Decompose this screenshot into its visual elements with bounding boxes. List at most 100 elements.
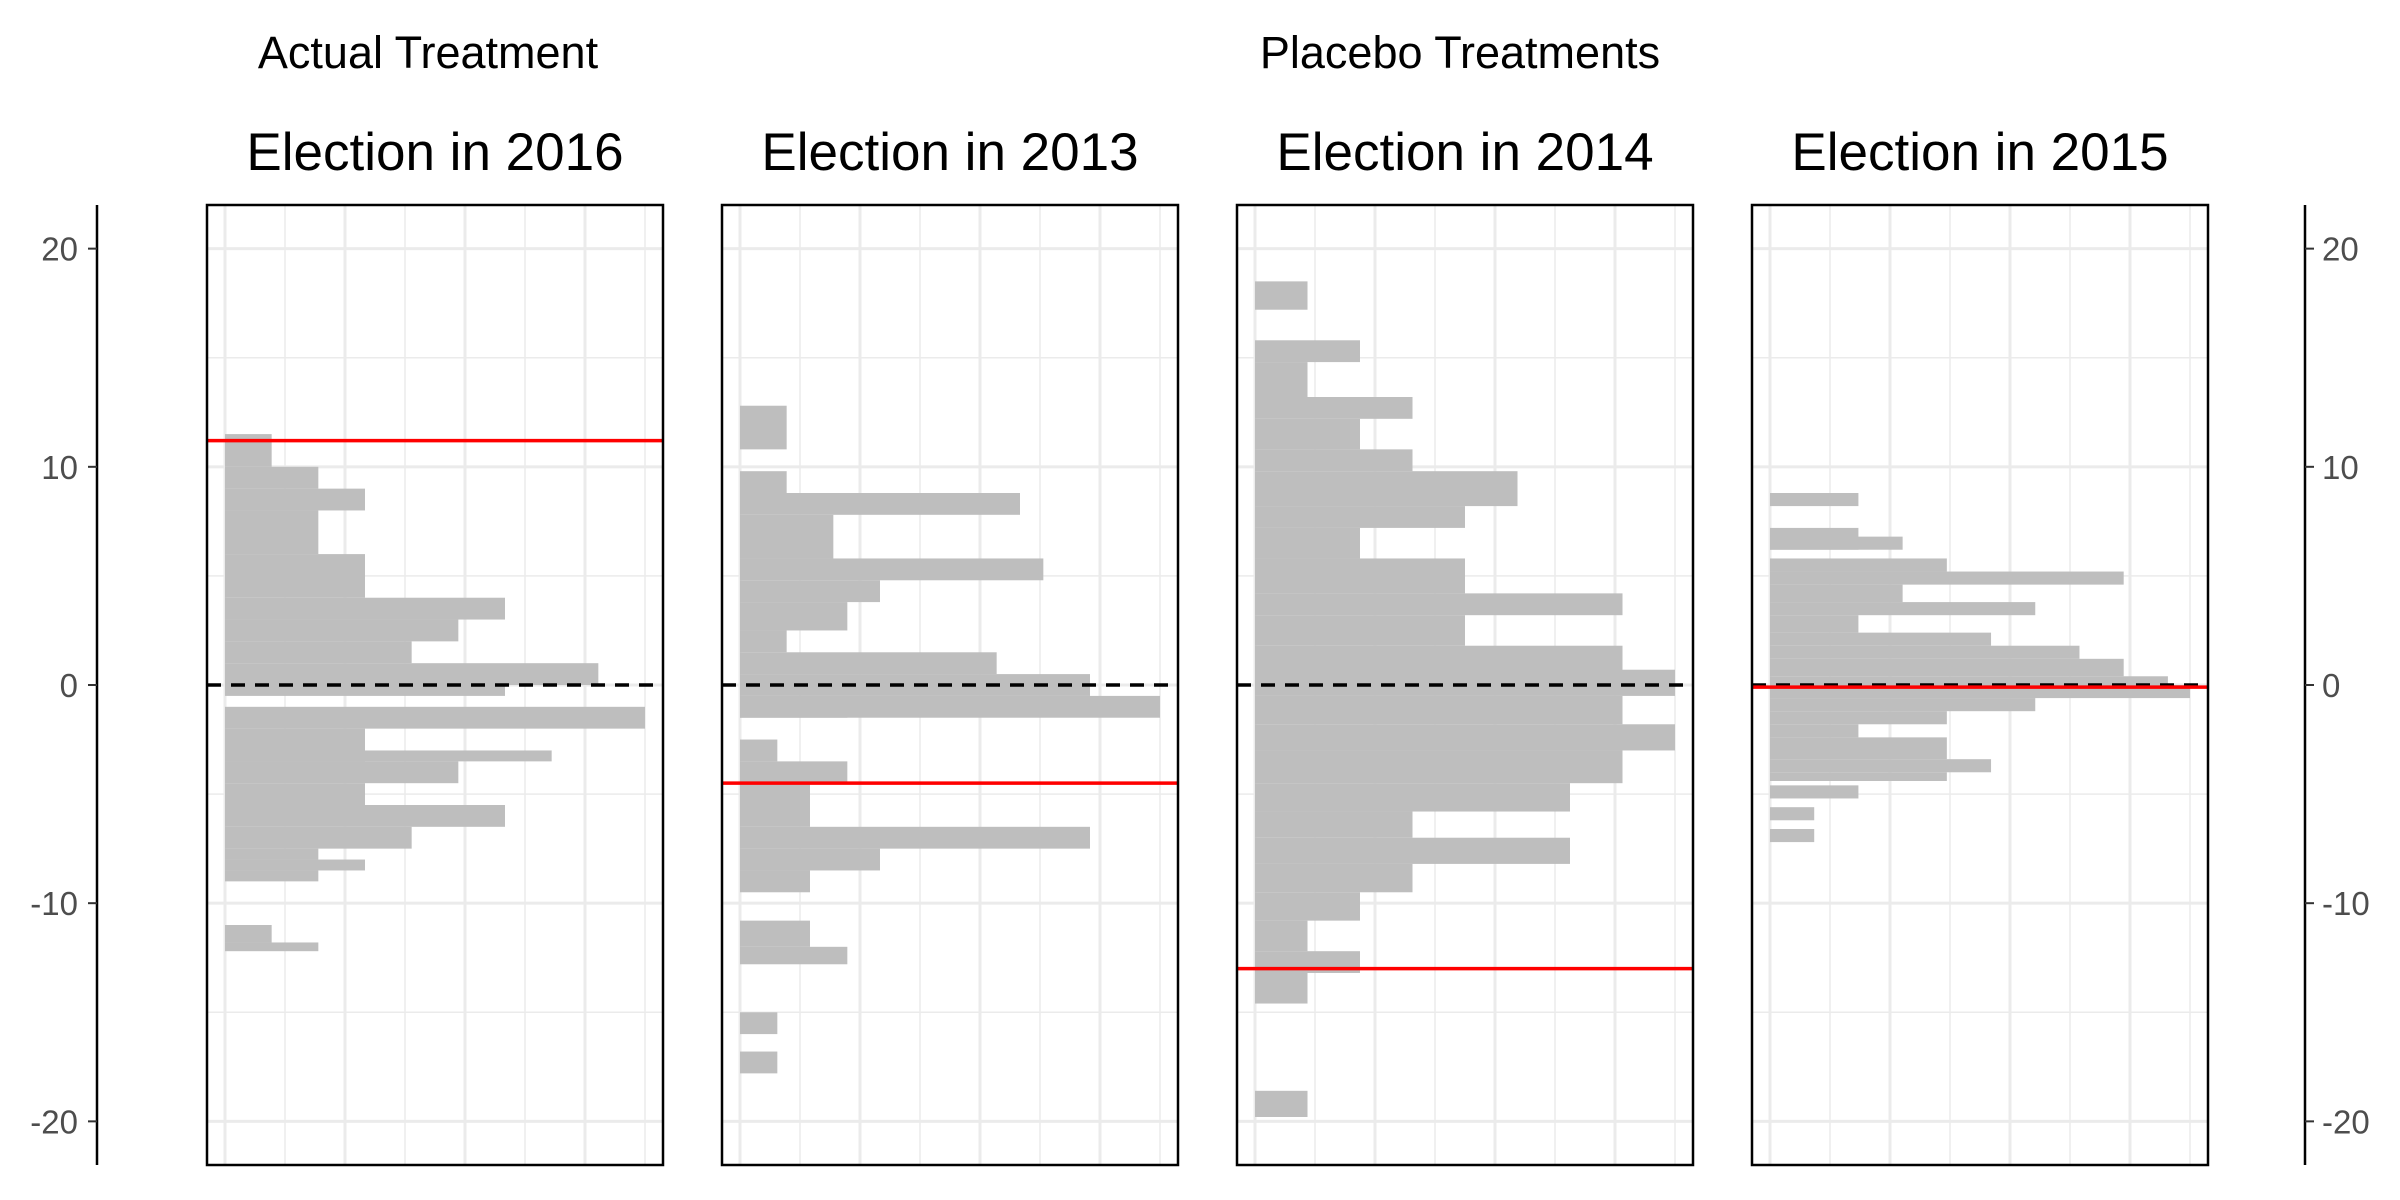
histogram-bar <box>225 942 319 952</box>
histogram-bar <box>1770 759 1992 773</box>
histogram-bar <box>225 826 412 849</box>
histogram-bar <box>1255 506 1465 528</box>
histogram-bar <box>740 870 810 893</box>
histogram-bar <box>225 925 272 943</box>
histogram-bar <box>1255 920 1308 952</box>
panel-4: Election in 2015 <box>1750 123 2210 1167</box>
histogram-bar <box>1770 829 1815 843</box>
histogram-bar <box>740 514 834 559</box>
histogram-bar <box>740 1051 778 1074</box>
y-axis-left: -20 -10 0 10 20 <box>30 205 99 1165</box>
histogram-bar <box>1255 1090 1308 1117</box>
histogram-bar <box>740 761 848 784</box>
y-tick-label-right: 10 <box>2322 449 2359 486</box>
panel-1: Election in 2016 <box>205 123 665 1167</box>
histogram-bar <box>225 685 505 696</box>
histogram-bar <box>740 558 1044 581</box>
histogram-bar <box>1770 698 2036 712</box>
panel-title: Election in 2014 <box>1276 123 1653 182</box>
y-tick-label-left: -20 <box>30 1103 78 1140</box>
histogram-bar <box>225 859 365 871</box>
histogram-bar <box>1770 571 2124 585</box>
y-tick-label-left: 20 <box>41 231 78 268</box>
histogram-bar <box>1255 397 1413 419</box>
histogram-bar <box>740 848 880 871</box>
histogram-bar <box>1770 807 1815 821</box>
y-axis-right: -20 -10 0 10 20 <box>2303 205 2370 1165</box>
y-tick-label-left: -10 <box>30 885 78 922</box>
histogram-bar <box>1255 593 1623 616</box>
histogram-bar <box>1770 676 2168 685</box>
histogram-bar <box>225 488 365 511</box>
histogram-bar <box>1770 737 1947 760</box>
histogram-bar <box>1255 669 1675 696</box>
histogram-bar <box>1255 471 1518 507</box>
histogram-bar <box>225 706 645 729</box>
histogram-bar <box>1255 724 1675 751</box>
histogram-bar <box>1770 615 1859 633</box>
histogram-bar <box>740 826 1090 849</box>
histogram-bar <box>740 695 848 718</box>
histogram-bar <box>1255 973 1308 1004</box>
histogram-bar <box>1255 615 1465 646</box>
histogram-bar <box>1255 281 1308 310</box>
histogram-bar <box>1770 658 2124 677</box>
group-label-actual: Actual Treatment <box>258 27 599 78</box>
panel-title: Election in 2013 <box>761 123 1138 182</box>
panel-frame <box>205 203 665 1167</box>
histogram-bar <box>740 630 787 653</box>
histogram-bar <box>1255 892 1360 921</box>
histogram-bar <box>225 510 319 555</box>
y-tick-label-right: -10 <box>2322 885 2370 922</box>
histogram-bar <box>1255 863 1413 893</box>
panel-title: Election in 2015 <box>1791 123 2168 182</box>
histogram-bar <box>225 783 365 805</box>
histogram-bar <box>225 597 505 620</box>
histogram-bar <box>1770 645 2080 659</box>
histogram-bar <box>1255 558 1465 594</box>
histogram-bar <box>225 663 599 685</box>
histogram-bar <box>225 870 319 882</box>
histogram-bar <box>225 750 552 762</box>
histogram-bar <box>225 848 319 860</box>
histogram-bar <box>1255 837 1570 864</box>
histogram-bar <box>1255 362 1308 397</box>
histogram-bar <box>1770 711 1947 725</box>
histogram-bar <box>740 493 1020 515</box>
histogram-bar <box>740 405 787 450</box>
histogram-bar <box>225 554 365 598</box>
histogram-bar <box>225 641 412 664</box>
histogram-bar <box>225 805 505 827</box>
panel-frame <box>720 203 1180 1167</box>
histogram-bar <box>225 619 459 642</box>
histogram-bar <box>1255 340 1360 363</box>
panel-title: Election in 2016 <box>246 123 623 182</box>
histogram-bar <box>740 471 787 493</box>
histogram-bar <box>740 1012 778 1035</box>
histogram-bar <box>1255 783 1570 812</box>
histogram-bar <box>740 739 778 762</box>
y-tick-label-left: 10 <box>41 449 78 486</box>
group-label-placebo: Placebo Treatments <box>1260 27 1660 78</box>
histogram-bar <box>1770 772 1947 781</box>
histogram-bar <box>1255 750 1623 784</box>
y-tick-label-right: 0 <box>2322 667 2340 704</box>
histogram-bar <box>740 946 848 965</box>
panel-frame <box>1750 203 2210 1167</box>
histogram-bar <box>1255 449 1413 472</box>
y-tick-label-right: -20 <box>2322 1103 2370 1140</box>
histogram-bar <box>1770 536 1903 550</box>
histogram-bar <box>740 602 848 631</box>
y-tick-label-right: 20 <box>2322 231 2359 268</box>
histogram-bar <box>1770 493 1859 507</box>
histogram-bar <box>740 652 997 675</box>
histogram-bar <box>1255 695 1623 725</box>
panel-2: Election in 2013 <box>720 123 1180 1167</box>
panel-frame <box>1235 203 1695 1167</box>
histogram-bar <box>225 466 319 489</box>
histogram-bar <box>1770 632 1992 646</box>
y-tick-label-left: 0 <box>60 667 78 704</box>
histogram-bar <box>1255 527 1360 559</box>
histogram-bar <box>1255 418 1360 450</box>
